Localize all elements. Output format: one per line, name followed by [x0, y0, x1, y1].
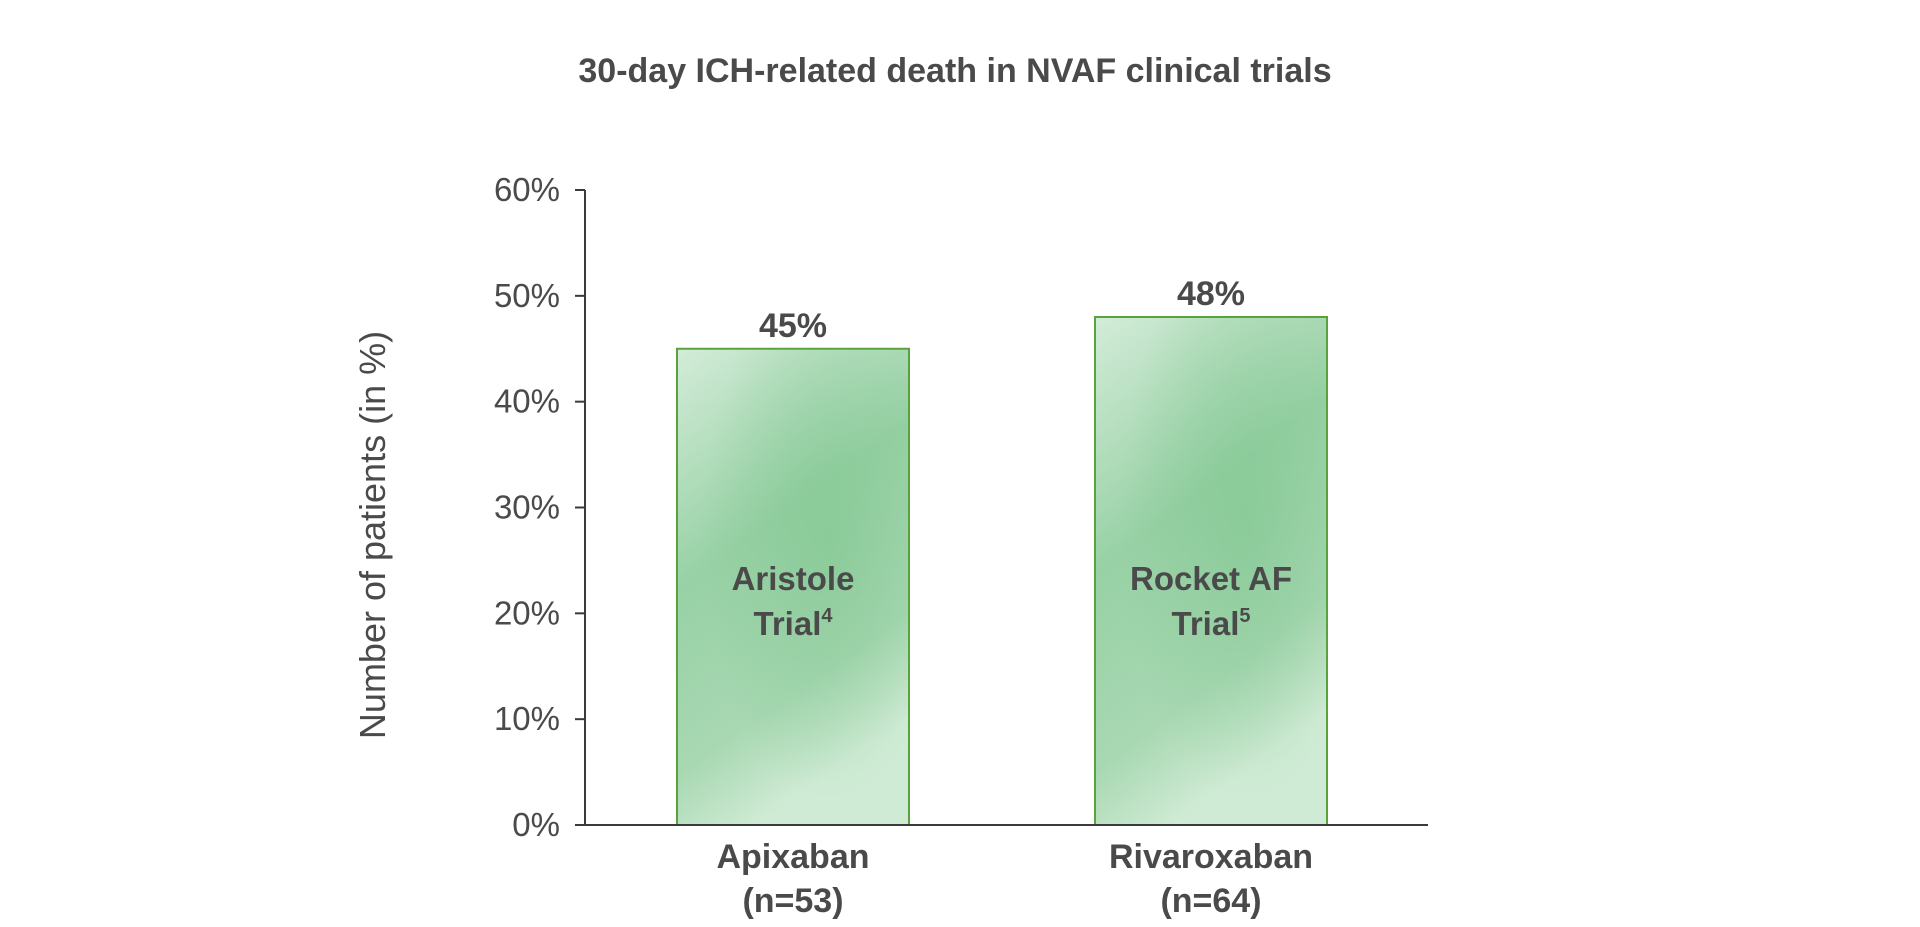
- bar-texture: [678, 349, 908, 824]
- y-tick-label: 40%: [494, 383, 560, 420]
- x-category-label-line1: Rivaroxaban: [1109, 838, 1313, 876]
- bar-inner-label-line2: Trial4: [754, 605, 834, 642]
- x-category-label-line1: Apixaban: [716, 838, 869, 876]
- bars-group: 45% Aristole Trial4 Apixaban (n=53) 48% Rocket…: [676, 275, 1328, 920]
- bar-inner-label-line1: Rocket AF: [1130, 560, 1292, 597]
- y-tick-label: 10%: [494, 700, 560, 737]
- bar-inner-label-line1: Aristole: [732, 560, 855, 597]
- bar-group-2: 48% Rocket AF Trial5 Rivaroxaban (n=64): [1094, 275, 1328, 920]
- bar-inner-label-line2: Trial5: [1172, 605, 1251, 642]
- footnote-superscript: 4: [821, 605, 833, 627]
- bar-value-label: 48%: [1177, 275, 1245, 313]
- x-category-label-line2: (n=53): [742, 882, 843, 920]
- bar-value-label: 45%: [759, 307, 827, 345]
- bar-group-1: 45% Aristole Trial4 Apixaban (n=53): [676, 307, 910, 920]
- chart-title: 30-day ICH-related death in NVAF clinica…: [578, 52, 1331, 90]
- y-tick-label: 30%: [494, 489, 560, 526]
- y-tick-label: 60%: [494, 171, 560, 208]
- x-category-label-line2: (n=64): [1160, 882, 1261, 920]
- y-tick-label: 50%: [494, 277, 560, 314]
- y-axis-ticks: 0% 10% 20% 30% 40% 50% 60%: [494, 171, 585, 843]
- y-tick-label: 0%: [512, 806, 560, 843]
- y-axis-label: Number of patients (in %): [352, 331, 393, 739]
- y-tick-label: 20%: [494, 594, 560, 631]
- bar-texture: [1096, 318, 1326, 824]
- footnote-superscript: 5: [1239, 605, 1250, 627]
